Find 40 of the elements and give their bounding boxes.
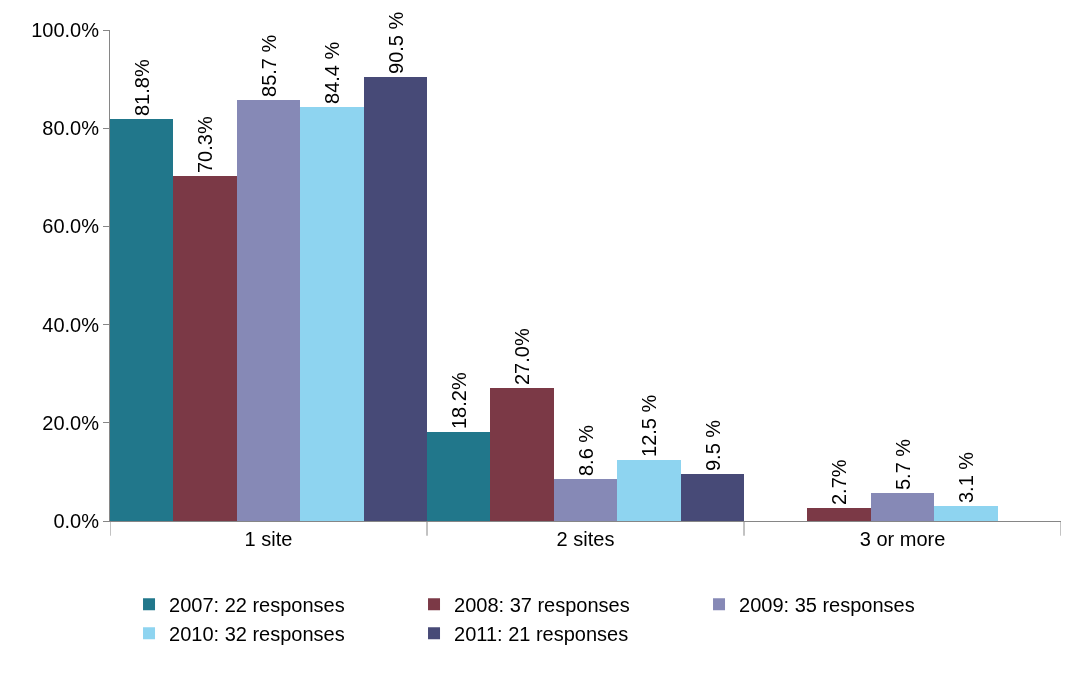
bar [681,474,744,521]
y-tick-label: 100.0% [31,19,100,41]
x-tick-label: 2 sites [556,528,615,550]
data-label: 84.4 % [321,41,343,104]
legend-label: 2008: 37 responses [454,594,630,617]
bar [807,508,871,521]
bar [871,493,934,521]
legend-label: 2009: 35 responses [739,594,915,617]
bar [237,100,300,521]
bar [173,176,237,521]
data-label: 70.3% [194,116,216,173]
y-tick-label: 80.0% [42,117,100,140]
data-label: 12.5 % [638,394,660,457]
bar [617,460,681,521]
x-tick-label: 1 site [244,528,293,550]
bar [427,432,490,521]
bar [110,119,173,521]
bar [554,479,617,521]
y-tick-label: 0.0% [53,510,100,532]
legend-label: 2011: 21 responses [454,623,629,646]
data-label: 90.5 % [384,11,407,74]
y-tick-label: 60.0% [42,215,100,238]
data-label: 3.1 % [955,451,977,503]
legend-label: 2007: 22 responses [169,594,345,617]
data-label: 27.0% [511,328,533,385]
data-label: 2.7% [828,459,850,505]
data-label: 18.2% [447,372,470,429]
data-label: 85.7 % [257,34,280,97]
bar [364,77,427,521]
bar [490,388,554,521]
y-tick-label: 20.0% [42,411,100,434]
data-label: 9.5 % [701,419,724,471]
data-label: 5.7 % [891,438,914,490]
data-label: 81.8% [130,59,153,116]
data-label: 8.6 % [574,424,597,476]
x-tick-label: 3 or more [859,528,946,550]
bar [934,506,998,521]
y-tick-label: 40.0% [42,313,100,336]
legend-label: 2010: 32 responses [169,623,345,646]
bar [300,107,364,521]
